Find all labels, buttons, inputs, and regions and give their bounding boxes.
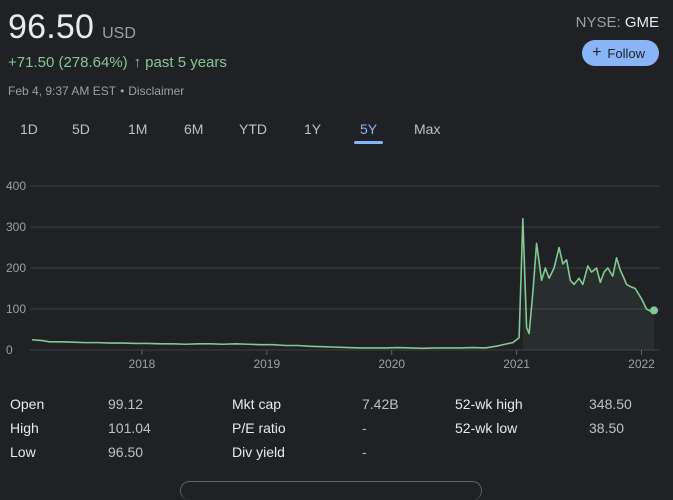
stat-label: High — [10, 420, 39, 436]
y-tick-label: 0 — [6, 343, 13, 357]
stat-label: Mkt cap — [232, 396, 282, 412]
exchange-name: NYSE: — [575, 14, 621, 31]
x-tick-label: 2019 — [253, 357, 280, 371]
change-period: past 5 years — [145, 54, 227, 71]
range-tab-1y[interactable]: 1Y — [304, 121, 322, 137]
y-tick-label: 100 — [6, 302, 26, 316]
current-price: 96.50 — [8, 8, 95, 46]
plus-icon: + — [592, 44, 602, 61]
y-tick-label: 300 — [6, 220, 26, 234]
x-tick-label: 2020 — [378, 357, 405, 371]
range-tab-1m[interactable]: 1M — [128, 121, 148, 137]
stat-label: Open — [10, 396, 45, 412]
stat-label: P/E ratio — [232, 420, 286, 436]
stat-value: 38.50 — [589, 420, 625, 436]
price-chart: 400 300 200 100 0 2018 2019 2020 2021 2022 — [6, 179, 660, 371]
change-value: +71.50 (278.64%) — [8, 54, 128, 71]
price-line — [31, 218, 655, 350]
disclaimer-link[interactable]: Disclaimer — [128, 84, 185, 98]
y-tick-label: 400 — [6, 179, 26, 193]
meta-separator: • — [120, 84, 125, 98]
range-tab-max[interactable]: Max — [414, 121, 441, 137]
current-price-dot — [650, 306, 658, 315]
x-tick-label: 2022 — [628, 357, 655, 371]
stat-value: 7.42B — [362, 396, 399, 412]
range-tab-5y[interactable]: 5Y — [354, 120, 384, 144]
stat-label: Low — [10, 444, 36, 460]
stat-value: 99.12 — [108, 396, 144, 412]
arrow-up-icon: ↑ — [133, 54, 142, 71]
price-header: 96.50 USD — [8, 8, 136, 47]
stat-value: - — [362, 444, 367, 460]
x-tick-label: 2018 — [129, 357, 156, 371]
range-tab-1d[interactable]: 1D — [20, 121, 38, 137]
stat-value: 96.50 — [108, 444, 144, 460]
more-about-handle — [180, 481, 482, 500]
x-tick-label: 2021 — [503, 357, 530, 371]
range-tab-ytd[interactable]: YTD — [239, 121, 267, 137]
stat-value: 101.04 — [108, 420, 151, 436]
follow-button[interactable]: + Follow — [582, 40, 659, 66]
price-area — [522, 218, 654, 350]
currency-label: USD — [102, 25, 136, 42]
range-tab-6m[interactable]: 6M — [184, 121, 204, 137]
stat-label: 52-wk low — [455, 420, 518, 436]
quote-meta: Feb 4, 9:37 AM EST • Disclaimer — [8, 84, 184, 98]
stat-label: Div yield — [232, 444, 285, 460]
ticker-label: NYSE: GME — [576, 14, 659, 31]
stat-value: 348.50 — [589, 396, 632, 412]
range-tabs: 1D 5D 1M 6M YTD 1Y 5Y Max — [0, 120, 470, 144]
y-tick-label: 200 — [6, 261, 26, 275]
range-tab-5d[interactable]: 5D — [72, 121, 90, 137]
ticker-symbol: GME — [624, 14, 659, 31]
follow-label: Follow — [607, 45, 645, 61]
stat-label: 52-wk high — [455, 396, 523, 412]
quote-timestamp: Feb 4, 9:37 AM EST — [8, 84, 117, 98]
stat-value: - — [362, 420, 367, 436]
price-change: +71.50 (278.64%) ↑ past 5 years — [8, 54, 227, 71]
